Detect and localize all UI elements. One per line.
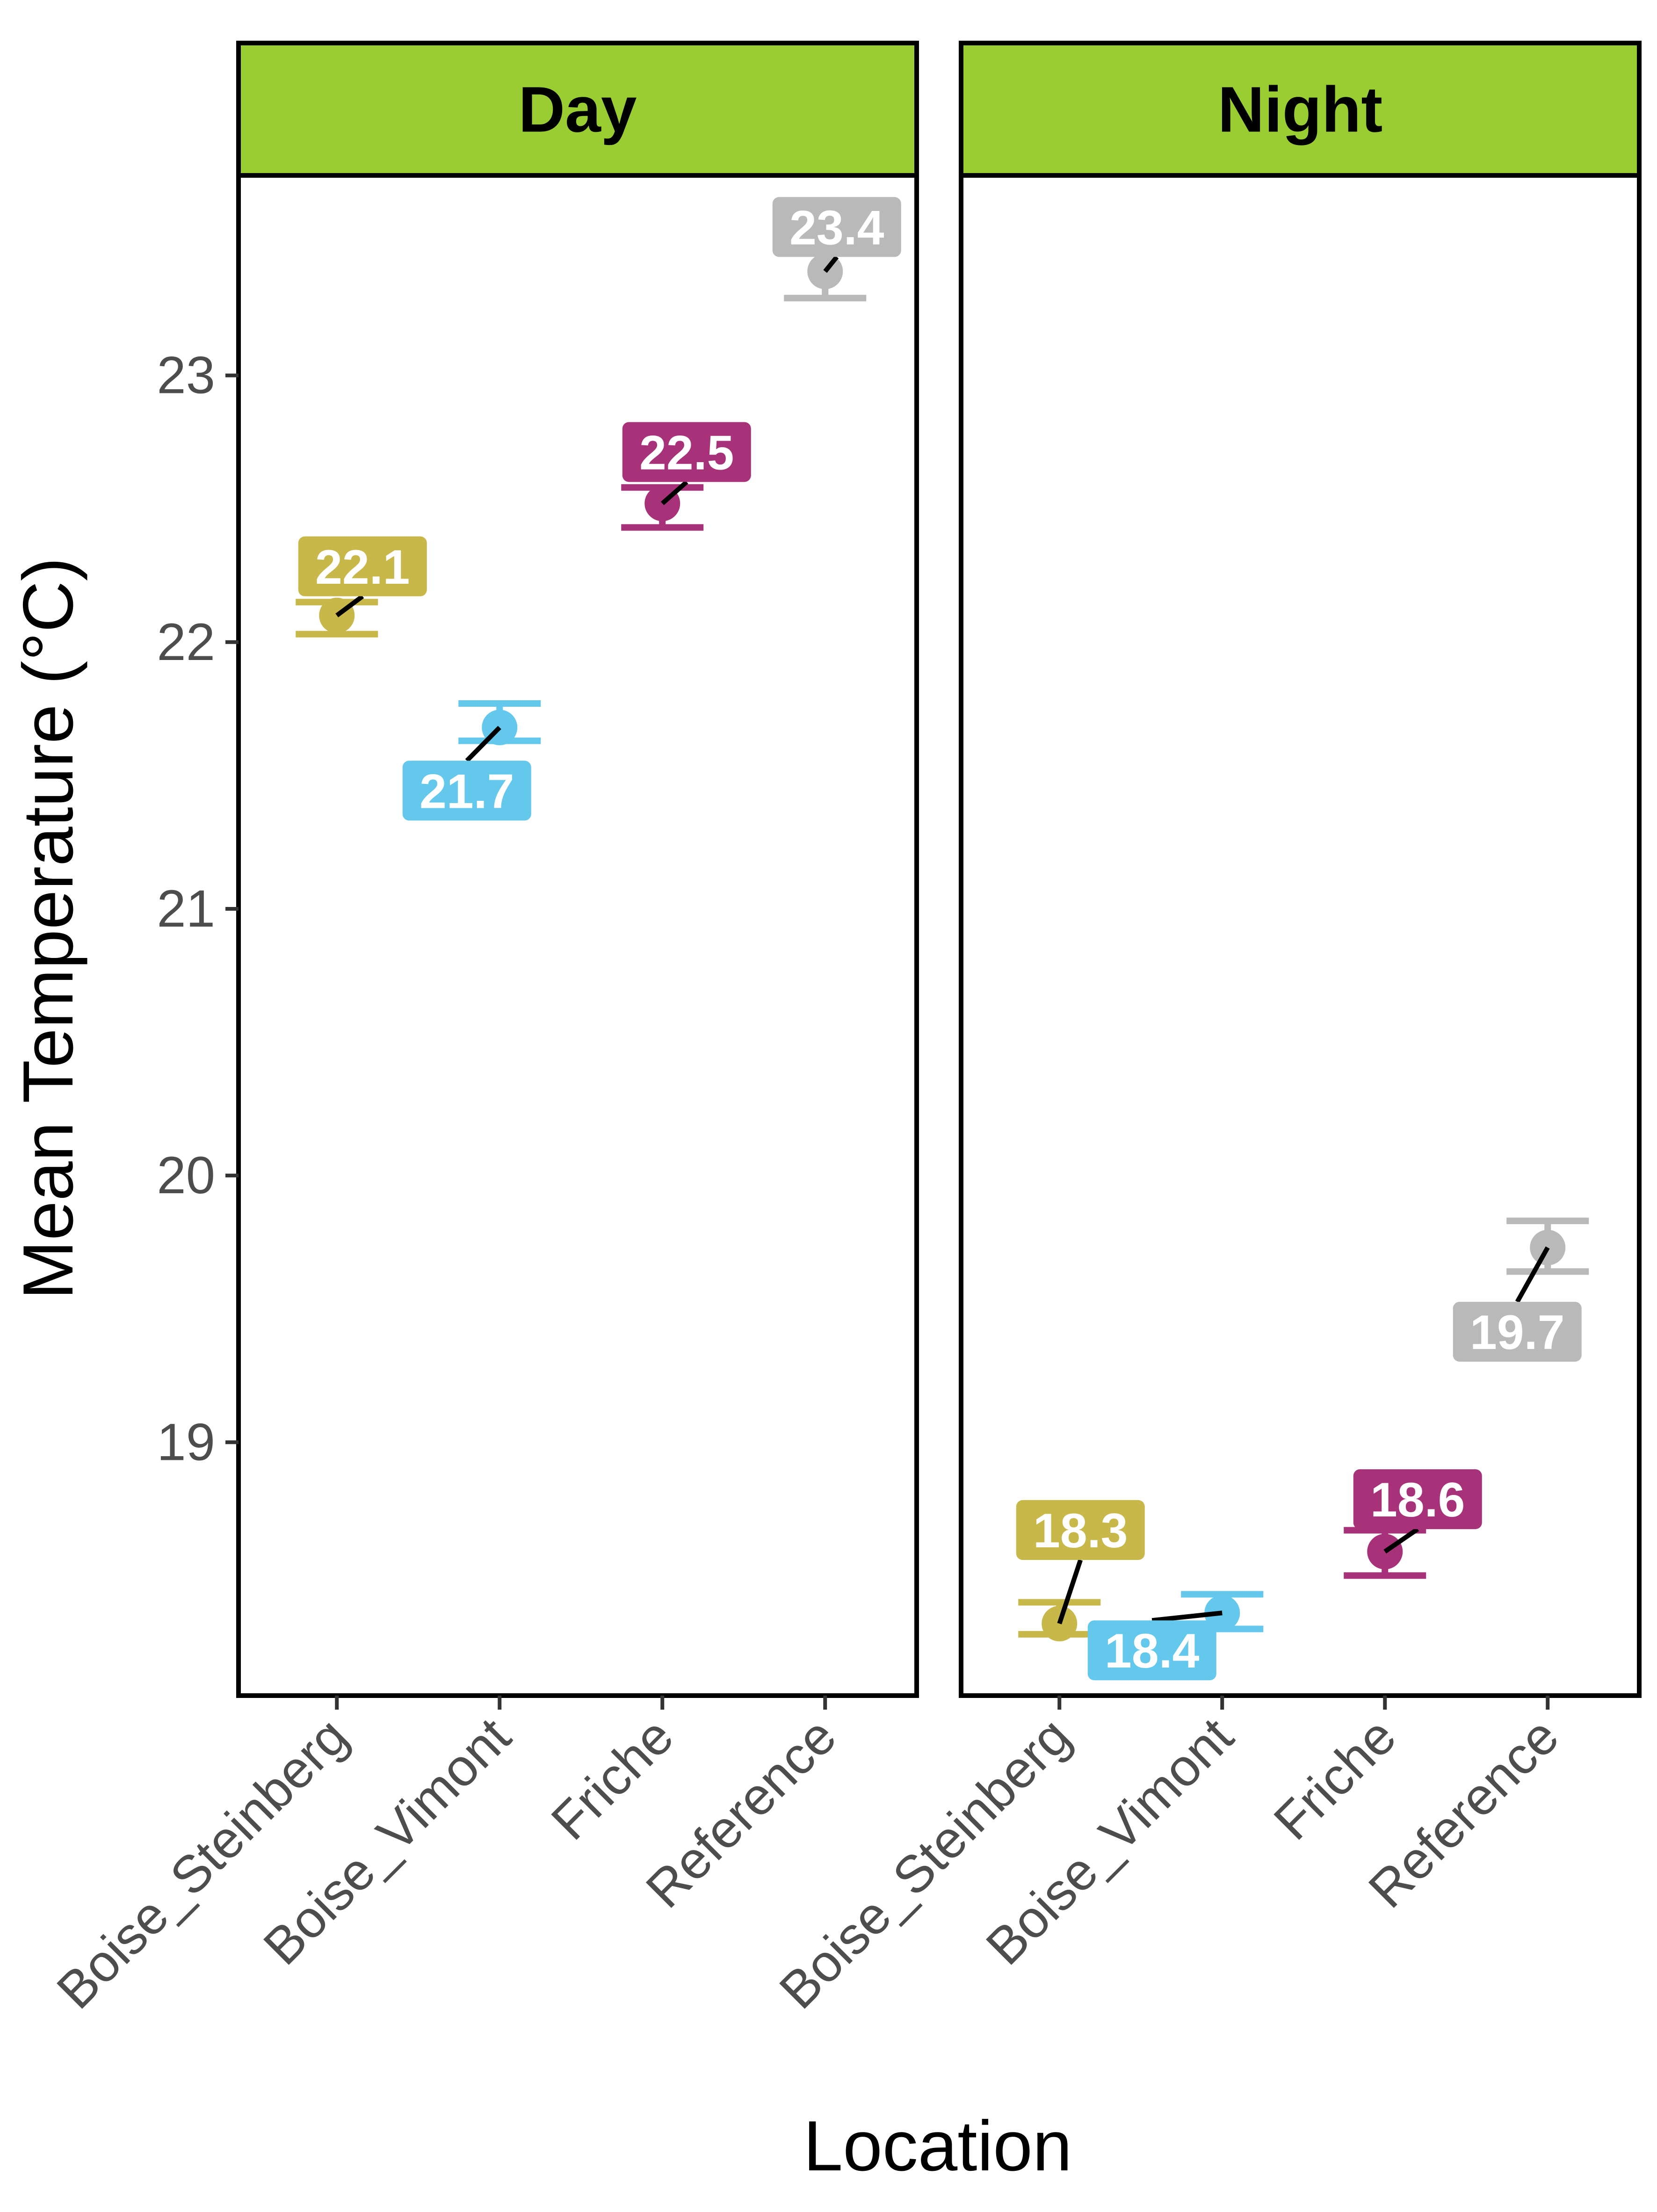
x-axis-title: Location <box>803 2106 1072 2186</box>
label-leader-line <box>335 594 364 617</box>
label-leader-line <box>1515 1246 1550 1303</box>
label-leader-line <box>1151 1610 1223 1623</box>
y-tick-label: 19 <box>157 1413 215 1471</box>
data-label: 22.5 <box>639 426 734 480</box>
y-axis-title: Mean Temperature (°C) <box>8 557 88 1299</box>
data-label-box <box>1353 1469 1482 1530</box>
y-tick-label: 21 <box>157 879 215 938</box>
x-tick-label: Boise_Steinberg <box>46 1707 359 2020</box>
data-label: 19.7 <box>1470 1305 1564 1360</box>
data-label-box <box>1453 1302 1582 1362</box>
y-tick-label: 20 <box>157 1146 215 1204</box>
facet-strip-label: Day <box>518 74 637 146</box>
facet-strip <box>236 41 919 178</box>
data-label: 22.1 <box>315 540 410 595</box>
x-tick-label: Friche <box>1263 1707 1407 1851</box>
label-leader-line <box>465 725 501 762</box>
facet-strip <box>959 41 1642 178</box>
data-label-box <box>1016 1500 1145 1560</box>
y-tick-label: 23 <box>157 346 215 405</box>
data-label-box <box>622 422 751 482</box>
data-label: 23.4 <box>789 201 884 255</box>
data-label: 18.4 <box>1105 1624 1200 1678</box>
panel-border <box>959 173 1642 1698</box>
label-leader-line <box>660 480 688 506</box>
data-label-box <box>772 197 901 257</box>
data-label: 18.3 <box>1033 1504 1128 1558</box>
data-label: 18.6 <box>1370 1473 1465 1527</box>
y-tick-label: 22 <box>157 613 215 671</box>
data-label-box <box>1087 1620 1216 1681</box>
panel-border <box>236 173 919 1698</box>
label-leader-line <box>1057 1559 1083 1625</box>
label-leader-line <box>823 255 839 273</box>
facet-strip-label: Night <box>1218 74 1383 146</box>
data-label: 21.7 <box>420 764 514 819</box>
label-leader-line <box>1383 1527 1419 1554</box>
data-label-box <box>298 536 427 596</box>
facet-panel-day: Day1920212223Boise_SteinbergBoise_Vimont… <box>46 41 919 2020</box>
data-label-box <box>402 761 531 821</box>
x-tick-label: Friche <box>540 1707 684 1851</box>
